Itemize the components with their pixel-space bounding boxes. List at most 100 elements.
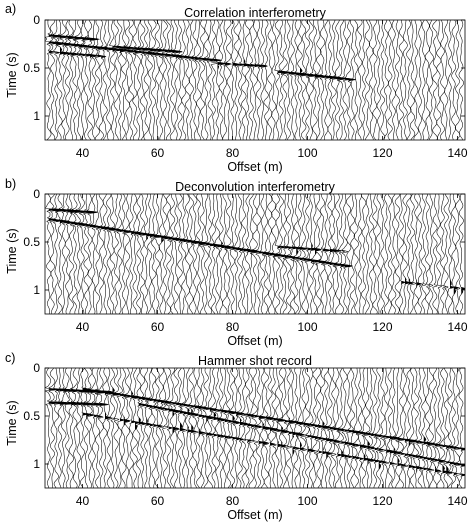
wiggle-fill	[450, 445, 457, 449]
wiggle-fill	[52, 401, 59, 404]
wiggle-trace	[271, 20, 277, 140]
wiggle-fill	[461, 464, 465, 467]
wiggle-trace	[112, 368, 123, 488]
wiggle-trace	[394, 194, 401, 314]
wiggle-fill	[461, 287, 465, 294]
wiggle-trace	[251, 368, 262, 488]
wiggle-trace	[80, 368, 91, 488]
wiggle-trace	[148, 20, 161, 140]
wiggle-fill	[157, 424, 163, 428]
wiggle-fill	[405, 277, 410, 284]
wiggle-trace	[387, 368, 399, 488]
wiggle-trace	[177, 368, 187, 488]
wiggle-trace	[109, 194, 120, 314]
wiggle-trace	[71, 368, 83, 488]
x-tick-label: 140	[447, 320, 467, 334]
wiggle-fill	[247, 439, 252, 442]
wiggle-trace	[435, 368, 446, 488]
y-tick-label: 0.5	[23, 235, 40, 249]
wiggle-trace	[67, 194, 81, 314]
wiggle-trace	[237, 194, 249, 314]
wiggle-fill	[390, 450, 397, 454]
wiggle-fill	[217, 434, 223, 438]
wiggle-trace	[255, 194, 266, 314]
wiggle-trace	[337, 368, 348, 488]
wiggle-trace	[126, 20, 139, 140]
wiggle-fill	[48, 388, 54, 390]
wiggle-fill	[408, 439, 417, 446]
wiggle-fill	[213, 434, 218, 436]
wiggle-fill	[258, 426, 263, 428]
wiggle-trace	[64, 194, 79, 314]
wiggle-trace	[236, 368, 248, 488]
wiggle-fill	[378, 460, 384, 470]
wiggle-trace	[142, 20, 154, 140]
wiggle-trace	[222, 20, 231, 140]
wiggle-trace	[307, 20, 319, 140]
wiggle-trace	[364, 20, 371, 140]
wiggle-fill	[450, 279, 454, 289]
axes-box	[44, 367, 466, 489]
wiggle-trace	[221, 368, 232, 488]
wiggle-trace	[285, 368, 298, 488]
wiggle-trace	[192, 194, 204, 314]
y-tick-label: 1	[33, 457, 40, 471]
wiggle-trace	[324, 20, 335, 140]
wiggle-trace	[337, 194, 351, 314]
x-tick-label: 100	[297, 146, 317, 160]
panel-2: 40 60 80 100 120 140 0 0.5 1 Deconvolution interf…	[5, 177, 468, 348]
wiggle-trace	[296, 194, 307, 314]
wiggle-trace	[191, 20, 202, 140]
wiggle-trace	[383, 368, 394, 488]
wiggle-trace	[117, 20, 130, 140]
x-tick-label: 80	[226, 146, 240, 160]
wiggle-fill	[217, 62, 224, 70]
wiggle-trace	[278, 20, 291, 140]
wiggle-trace	[49, 194, 63, 314]
wiggle-trace	[128, 368, 141, 488]
wiggle-trace	[361, 194, 367, 314]
wiggle-fill	[326, 452, 332, 459]
panel-label: c)	[5, 351, 15, 365]
wiggle-fill	[315, 248, 321, 255]
wiggle-fill	[390, 462, 395, 465]
wiggle-fill	[423, 436, 431, 445]
wiggle-trace	[102, 20, 114, 140]
wiggle-trace	[357, 368, 368, 488]
wiggle-fill	[356, 457, 360, 460]
wiggle-trace	[106, 194, 118, 314]
wiggle-trace	[260, 20, 268, 140]
wiggle-fill	[146, 418, 151, 426]
wiggle-trace	[436, 194, 442, 314]
wiggle-fill	[168, 49, 177, 53]
wiggle-fill	[423, 467, 428, 470]
wiggle-trace	[97, 20, 110, 140]
wiggle-trace	[387, 20, 393, 140]
wiggle-fill	[307, 248, 313, 251]
wiggle-trace	[73, 194, 88, 314]
wiggle-fill	[371, 459, 376, 462]
wiggle-trace	[440, 20, 446, 140]
axes-box	[44, 19, 466, 141]
wiggle-fill	[420, 467, 424, 470]
wiggle-trace	[48, 368, 60, 488]
wiggle-trace	[425, 368, 436, 488]
wiggle-trace	[158, 194, 171, 314]
wiggle-trace	[304, 20, 315, 140]
y-tick-label: 1	[33, 283, 40, 297]
wiggle-trace	[289, 194, 300, 314]
wiggle-trace	[406, 20, 412, 140]
wiggle-fill	[142, 422, 147, 425]
wiggle-trace	[185, 194, 197, 314]
wiggle-trace	[252, 20, 261, 140]
wiggle-trace	[177, 194, 189, 314]
wiggle-fill	[232, 437, 237, 440]
wiggle-trace	[89, 368, 105, 488]
wiggle-fill	[240, 413, 245, 415]
wiggle-trace	[49, 20, 63, 140]
wiggle-trace	[284, 194, 295, 314]
wiggle-trace	[331, 20, 343, 140]
wiggle-trace	[241, 20, 251, 140]
wiggle-trace	[248, 368, 258, 488]
